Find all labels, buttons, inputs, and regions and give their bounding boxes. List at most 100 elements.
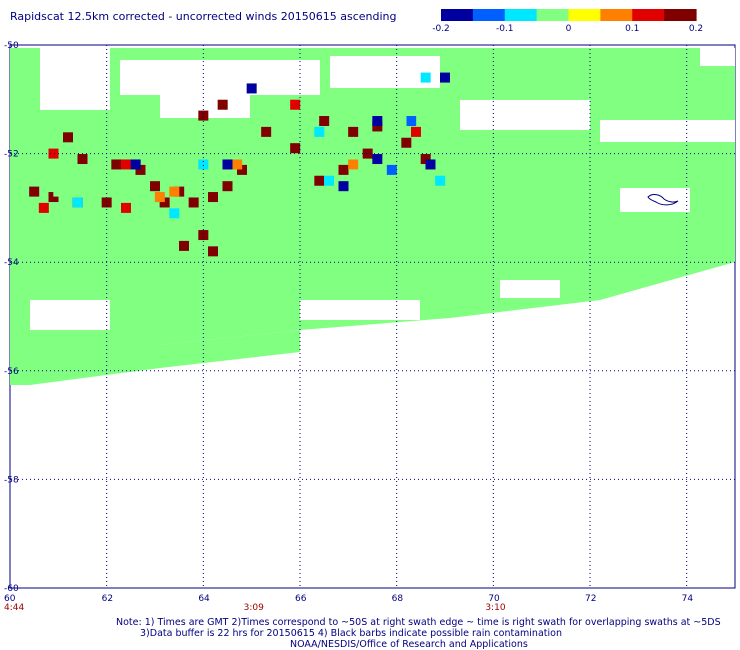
colorbar-segment [584, 9, 590, 21]
note-line-3: NOAA/NESDIS/Office of Research and Appli… [290, 639, 528, 650]
colorbar-segment [576, 9, 582, 21]
data-cell [420, 154, 431, 165]
data-cell [372, 116, 383, 127]
chart-title: Rapidscat 12.5km corrected - uncorrected… [10, 10, 396, 23]
missing-data-gap [460, 100, 590, 130]
colorbar-tick-label: 0.1 [625, 24, 639, 34]
colorbar-segment [516, 9, 522, 21]
y-tick-label: -60 [4, 584, 19, 594]
colorbar-tick-label: -0.2 [432, 24, 450, 34]
data-cell [290, 99, 301, 110]
data-cell [53, 186, 64, 197]
data-cell [159, 197, 170, 208]
data-cell [121, 202, 131, 213]
data-cell [29, 186, 40, 197]
colorbar-segment [668, 9, 673, 21]
colorbar-segment [544, 9, 550, 21]
time-label: 4:44 [4, 603, 24, 613]
data-cell [411, 126, 421, 137]
colorbar-segment [568, 9, 574, 21]
data-cell [338, 181, 349, 192]
colorbar-segment [560, 9, 566, 21]
data-cell [372, 121, 383, 132]
colorbar-segment [444, 9, 450, 21]
colorbar-segment [688, 9, 693, 21]
colorbar-segment [520, 9, 526, 21]
y-axis-tick-labels: -50 -52 -54 -56 -58 -60 [4, 41, 19, 594]
colorbar-segment [504, 9, 510, 21]
colorbar-segment [660, 9, 665, 21]
colorbar-segment [496, 9, 502, 21]
colorbar-segment [656, 9, 661, 21]
y-tick-label: -50 [4, 41, 19, 51]
colorbar-segment [664, 9, 669, 21]
data-cell [338, 164, 349, 175]
data-cell [154, 192, 165, 203]
data-cell [290, 143, 301, 154]
data-cell [348, 126, 359, 137]
data-cell [198, 159, 209, 170]
colorbar-tick-label: -0.1 [496, 24, 514, 34]
missing-data-gap [300, 300, 420, 320]
data-cell [372, 154, 383, 165]
colorbar-segment [480, 9, 486, 21]
colorbar-segment [604, 9, 609, 21]
colorbar-segment [620, 9, 625, 21]
colorbar-segment [556, 9, 562, 21]
data-cell [150, 181, 160, 192]
data-cell [72, 197, 83, 208]
data-cell [261, 126, 272, 137]
colorbar-segment [536, 9, 542, 21]
data-cell [198, 230, 209, 241]
colorbar-segment [636, 9, 641, 21]
data-cell [425, 159, 436, 170]
data-cell [48, 192, 59, 203]
colorbar-segment [612, 9, 617, 21]
colorbar-segment [484, 9, 490, 21]
data-cell [246, 83, 257, 94]
data-cell [208, 192, 218, 203]
colorbar-segment [676, 9, 681, 21]
y-tick-label: -58 [4, 475, 19, 485]
colorbar [441, 9, 697, 21]
x-tick-label: 72 [585, 594, 596, 604]
gridlines [10, 45, 735, 588]
data-cell [38, 202, 49, 213]
colorbar-segment [640, 9, 645, 21]
colorbar-segment [672, 9, 677, 21]
data-cell [135, 164, 146, 175]
colorbar-segment [652, 9, 657, 21]
note-line-2: 3)Data buffer is 22 hrs for 20150615 4) … [140, 628, 562, 639]
colorbar-tick-label: 0.2 [689, 24, 703, 34]
missing-data-gap [40, 48, 110, 110]
missing-data-gap [600, 120, 735, 142]
colorbar-segment [552, 9, 558, 21]
colorbar-segment [441, 9, 446, 21]
colorbar-segment [572, 9, 578, 21]
missing-data-gap [500, 280, 560, 298]
coastline-island [647, 194, 679, 206]
data-cell [319, 116, 330, 127]
x-tick-label: 60 [4, 594, 16, 604]
colorbar-segment [528, 9, 534, 21]
data-cell [396, 116, 407, 127]
colorbar-segment [524, 9, 530, 21]
plot-area [9, 44, 736, 589]
data-cell [406, 116, 417, 127]
data-cell [430, 116, 441, 127]
data-cell [77, 154, 88, 165]
colorbar-segment [460, 9, 466, 21]
note-line-1: Note: 1) Times are GMT 2)Times correspon… [116, 617, 721, 628]
x-tick-label: 66 [295, 594, 307, 604]
colorbar-segment [624, 9, 629, 21]
data-cell [232, 159, 243, 170]
data-cell [63, 132, 73, 143]
data-cell [130, 159, 141, 170]
data-cell [386, 164, 397, 175]
x-axis-tick-labels: 60 62 64 66 68 70 72 74 [4, 594, 693, 604]
colorbar-segment [500, 9, 506, 21]
missing-data-gap [330, 56, 440, 88]
data-cell [237, 164, 247, 175]
data-cell [121, 159, 131, 170]
